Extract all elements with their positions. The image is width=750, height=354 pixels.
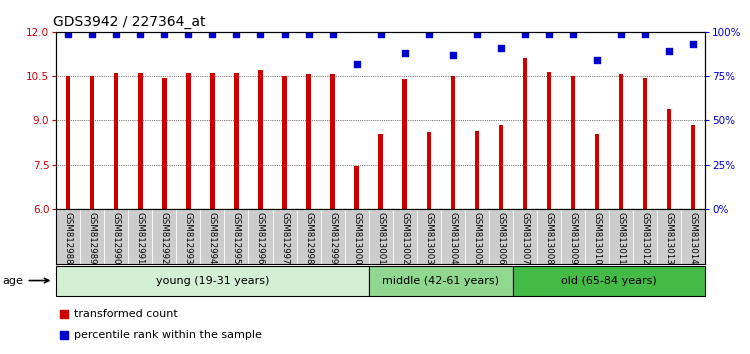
Text: GSM812999: GSM812999 [328, 212, 337, 264]
Point [206, 31, 218, 36]
Bar [307, 74, 310, 209]
Text: GSM812995: GSM812995 [232, 212, 241, 264]
Text: age: age [3, 275, 49, 286]
Point [158, 31, 170, 36]
Bar [355, 166, 358, 209]
Bar [210, 73, 214, 209]
Text: GDS3942 / 227364_at: GDS3942 / 227364_at [53, 16, 206, 29]
Bar [368, 266, 513, 296]
Point [399, 50, 411, 56]
Point [519, 31, 531, 36]
Point [471, 31, 483, 36]
Point [58, 311, 70, 316]
Point [86, 31, 98, 36]
Bar [513, 266, 705, 296]
Point [134, 31, 146, 36]
Bar [234, 73, 238, 209]
Bar [138, 73, 142, 209]
Text: GSM812993: GSM812993 [184, 212, 193, 264]
Point [543, 31, 555, 36]
Text: GSM813008: GSM813008 [544, 212, 554, 264]
Text: GSM813000: GSM813000 [352, 212, 361, 264]
Bar [643, 78, 647, 209]
Text: GSM813004: GSM813004 [448, 212, 458, 264]
Bar [114, 73, 118, 209]
Bar [547, 72, 551, 209]
Bar [427, 132, 430, 209]
Bar [56, 266, 368, 296]
Text: GSM813012: GSM813012 [640, 212, 650, 264]
Bar [90, 76, 94, 209]
Text: GSM812997: GSM812997 [280, 212, 289, 264]
Text: GSM812996: GSM812996 [256, 212, 265, 264]
Point [567, 31, 579, 36]
Text: GSM813002: GSM813002 [400, 212, 410, 264]
Text: GSM813009: GSM813009 [568, 212, 578, 264]
Bar [403, 79, 406, 209]
Text: GSM812994: GSM812994 [208, 212, 217, 264]
Bar [379, 133, 382, 209]
Point [423, 31, 435, 36]
Point [302, 31, 314, 36]
Bar [667, 109, 671, 209]
Text: GSM813013: GSM813013 [664, 212, 674, 264]
Point [447, 52, 459, 58]
Point [58, 333, 70, 338]
Point [350, 61, 362, 67]
Text: GSM812988: GSM812988 [64, 212, 73, 264]
Text: GSM813011: GSM813011 [616, 212, 626, 264]
Text: middle (42-61 years): middle (42-61 years) [382, 275, 500, 286]
Text: GSM812989: GSM812989 [88, 212, 97, 264]
Bar [331, 74, 334, 209]
Bar [258, 70, 262, 209]
Text: GSM813006: GSM813006 [496, 212, 506, 264]
Point [663, 48, 675, 54]
Point [182, 31, 194, 36]
Bar [571, 76, 575, 209]
Text: GSM812998: GSM812998 [304, 212, 313, 264]
Point [326, 31, 338, 36]
Bar [619, 74, 623, 209]
Point [591, 57, 603, 63]
Bar [475, 131, 479, 209]
Bar [162, 78, 166, 209]
Text: GSM813014: GSM813014 [688, 212, 698, 264]
Point [495, 45, 507, 51]
Point [374, 31, 387, 36]
Bar [186, 73, 190, 209]
Text: GSM813001: GSM813001 [376, 212, 386, 264]
Bar [282, 75, 286, 209]
Text: percentile rank within the sample: percentile rank within the sample [74, 330, 262, 341]
Bar [66, 76, 70, 209]
Text: young (19-31 years): young (19-31 years) [156, 275, 269, 286]
Text: GSM813003: GSM813003 [424, 212, 433, 264]
Bar [499, 125, 503, 209]
Text: GSM813005: GSM813005 [472, 212, 482, 264]
Text: GSM812990: GSM812990 [112, 212, 121, 264]
Bar [451, 76, 454, 209]
Text: transformed count: transformed count [74, 309, 178, 319]
Text: GSM813007: GSM813007 [520, 212, 530, 264]
Point [62, 31, 74, 36]
Point [230, 31, 242, 36]
Text: GSM812991: GSM812991 [136, 212, 145, 264]
Bar [595, 133, 599, 209]
Point [639, 31, 651, 36]
Point [278, 31, 290, 36]
Text: GSM812992: GSM812992 [160, 212, 169, 264]
Bar [523, 58, 527, 209]
Point [687, 41, 699, 47]
Point [110, 31, 122, 36]
Point [615, 31, 627, 36]
Bar [691, 125, 695, 209]
Point [254, 31, 266, 36]
Text: GSM813010: GSM813010 [592, 212, 602, 264]
Text: old (65-84 years): old (65-84 years) [561, 275, 657, 286]
